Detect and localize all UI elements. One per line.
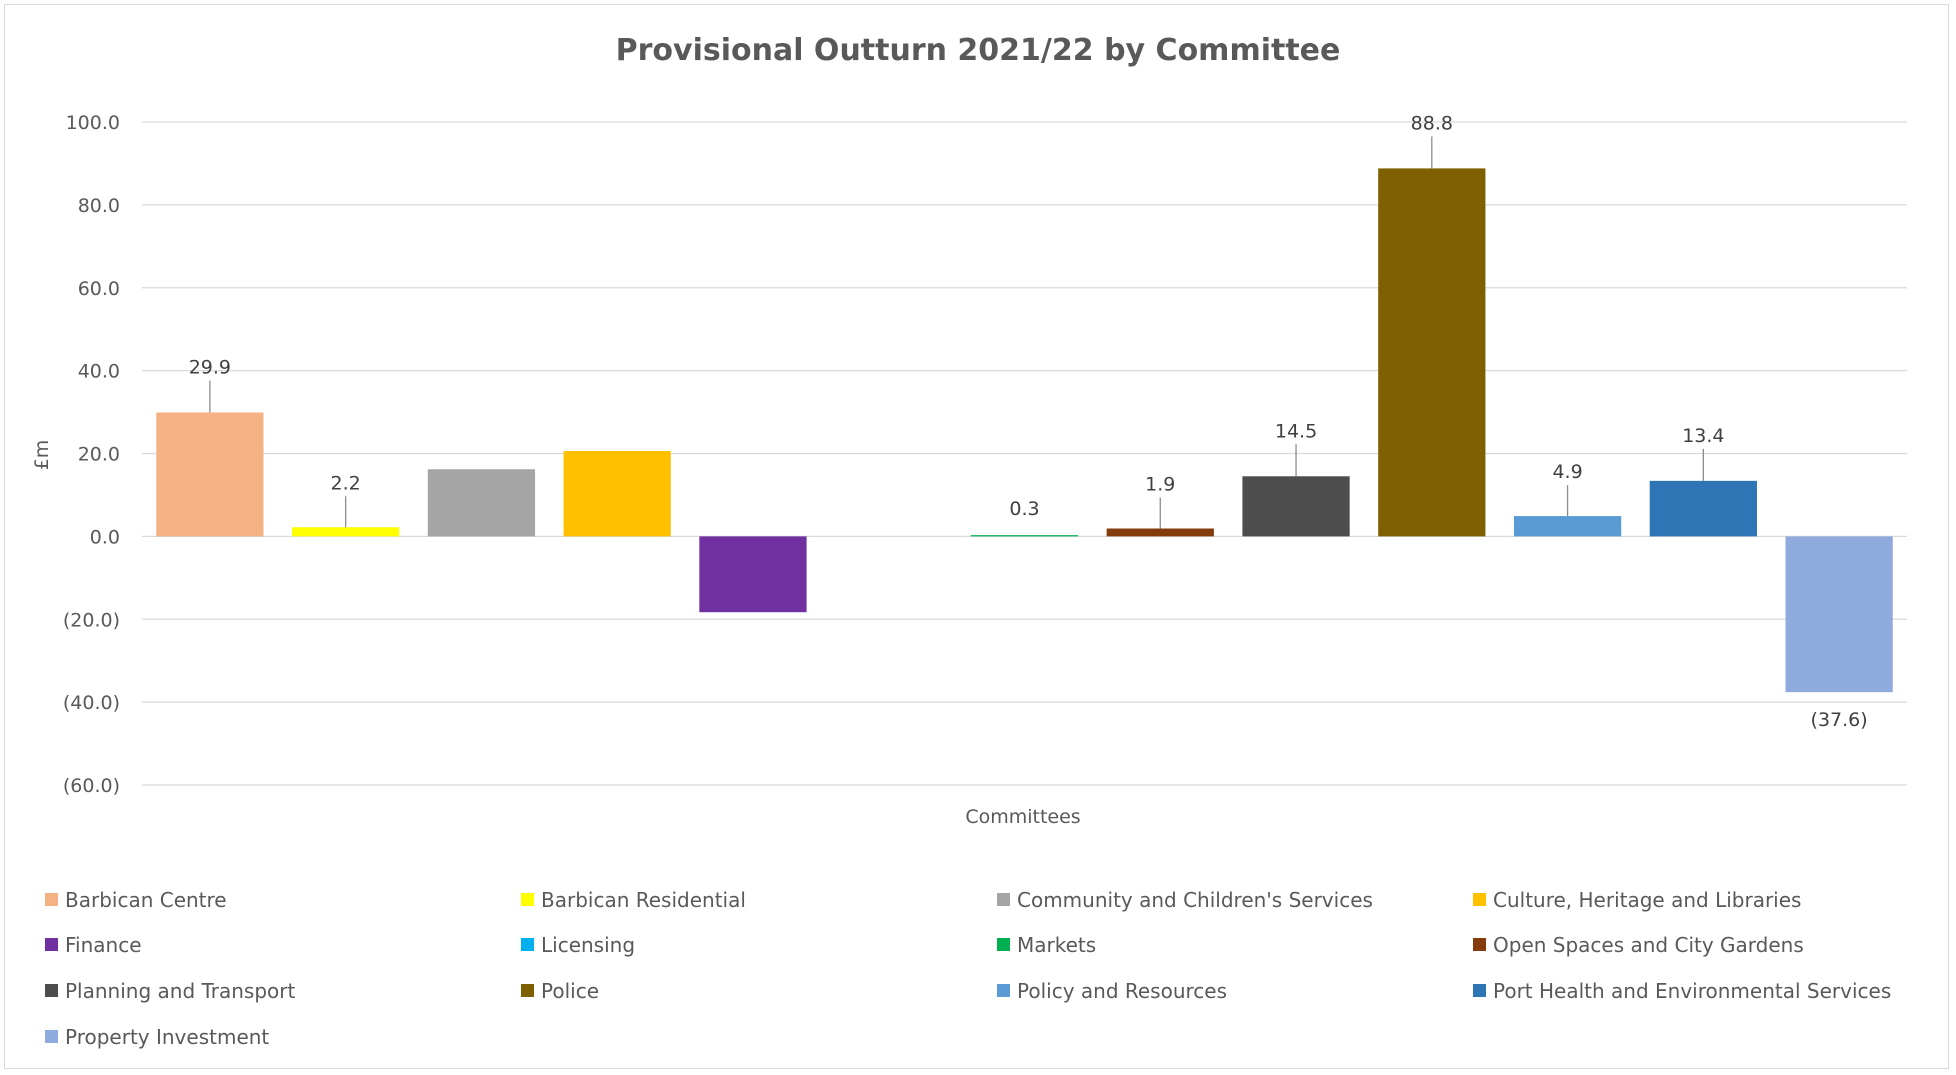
bar-finance [699,536,807,613]
gridlines [142,121,1907,786]
legend-swatch [997,984,1010,997]
y-tick-label: (60.0) [63,775,120,797]
legend: Barbican Centre Barbican Residential Commu… [45,888,1891,1049]
y-tick-label: (20.0) [63,609,120,631]
bar-policy-and-resources [1513,516,1622,537]
legend-item-open-spaces-and-city-gardens: Open Spaces and City Gardens [1473,933,1804,957]
legend-swatch [1473,938,1486,951]
legend-label: Port Health and Environmental Services [1493,979,1891,1003]
legend-item-planning-and-transport: Planning and Transport [45,979,296,1003]
legend-swatch [45,938,58,951]
legend-swatch [521,984,534,997]
legend-label: Property Investment [65,1025,269,1049]
legend-item-port-health-and-environmental-services: Port Health and Environmental Services [1473,979,1891,1003]
legend-swatch [997,893,1010,906]
data-label-open-spaces-and-city-gardens: 1.9 [1145,474,1175,496]
legend-item-licensing: Licensing [521,933,635,957]
legend-label: Markets [1017,933,1096,957]
y-axis-title: £m [31,440,53,471]
legend-swatch [997,938,1010,951]
data-labels: 29.9 2.2 0.3 1.9 14.5 88.8 4.9 13.4 (37.6) [189,112,1868,731]
chart-title: Provisional Outturn 2021/22 by Committee [616,33,1341,68]
bar-planning-and-transport [1242,476,1350,537]
legend-label: Barbican Residential [541,888,746,912]
y-tick-label: 80.0 [78,195,120,217]
bar-port-health-and-environmental-services [1649,480,1757,537]
legend-label: Open Spaces and City Gardens [1493,933,1804,957]
legend-label: Community and Children's Services [1017,888,1373,912]
data-label-police: 88.8 [1411,112,1453,134]
data-label-property-investment: (37.6) [1811,709,1868,731]
y-tick-label: (40.0) [63,692,120,714]
legend-swatch [1473,984,1486,997]
legend-swatch [521,893,534,906]
data-label-policy-and-resources: 4.9 [1552,461,1582,483]
y-tick-label: 60.0 [78,278,120,300]
legend-swatch [1473,893,1486,906]
legend-label: Policy and Resources [1017,979,1227,1003]
legend-item-property-investment: Property Investment [45,1025,269,1049]
y-tick-label: 0.0 [90,526,120,548]
legend-item-police: Police [521,979,599,1003]
chart-frame [4,4,1949,1069]
legend-item-finance: Finance [45,933,142,957]
legend-label: Police [541,979,599,1003]
legend-item-culture-heritage-and-libraries: Culture, Heritage and Libraries [1473,888,1801,912]
legend-item-markets: Markets [997,933,1096,957]
legend-swatch [45,984,58,997]
data-label-port-health-and-environmental-services: 13.4 [1682,425,1724,447]
legend-label: Licensing [541,933,635,957]
data-label-markets: 0.3 [1009,498,1039,520]
legend-item-barbican-centre: Barbican Centre [45,888,227,912]
bar-open-spaces-and-city-gardens [1106,528,1214,537]
x-axis-title: Committees [965,806,1080,828]
legend-swatch [45,1030,58,1043]
y-tick-label: 40.0 [78,361,120,383]
bar-property-investment [1785,536,1893,693]
legend-swatch [45,893,58,906]
data-label-planning-and-transport: 14.5 [1275,420,1317,442]
bars [156,168,1893,693]
bar-markets [970,535,1079,537]
y-tick-label: 100.0 [66,112,120,134]
legend-label: Finance [65,933,142,957]
bar-barbican-centre [156,412,264,537]
bar-community-and-children-s-services [427,469,536,537]
legend-label: Barbican Centre [65,888,227,912]
bar-police [1378,168,1486,537]
legend-swatch [521,938,534,951]
legend-item-barbican-residential: Barbican Residential [521,888,746,912]
data-label-barbican-centre: 29.9 [189,356,231,378]
legend-label: Culture, Heritage and Libraries [1493,888,1801,912]
y-tick-label: 20.0 [78,444,120,466]
legend-item-policy-and-resources: Policy and Resources [997,979,1227,1003]
legend-item-community-and-children-s-services: Community and Children's Services [997,888,1373,912]
bar-barbican-residential [292,527,400,537]
y-axis-ticks: 100.0 80.0 60.0 40.0 20.0 0.0 (20.0) (40.0) (60.… [63,112,120,797]
data-label-barbican-residential: 2.2 [331,472,361,494]
legend-label: Planning and Transport [65,979,296,1003]
bar-culture-heritage-and-libraries [563,451,671,537]
